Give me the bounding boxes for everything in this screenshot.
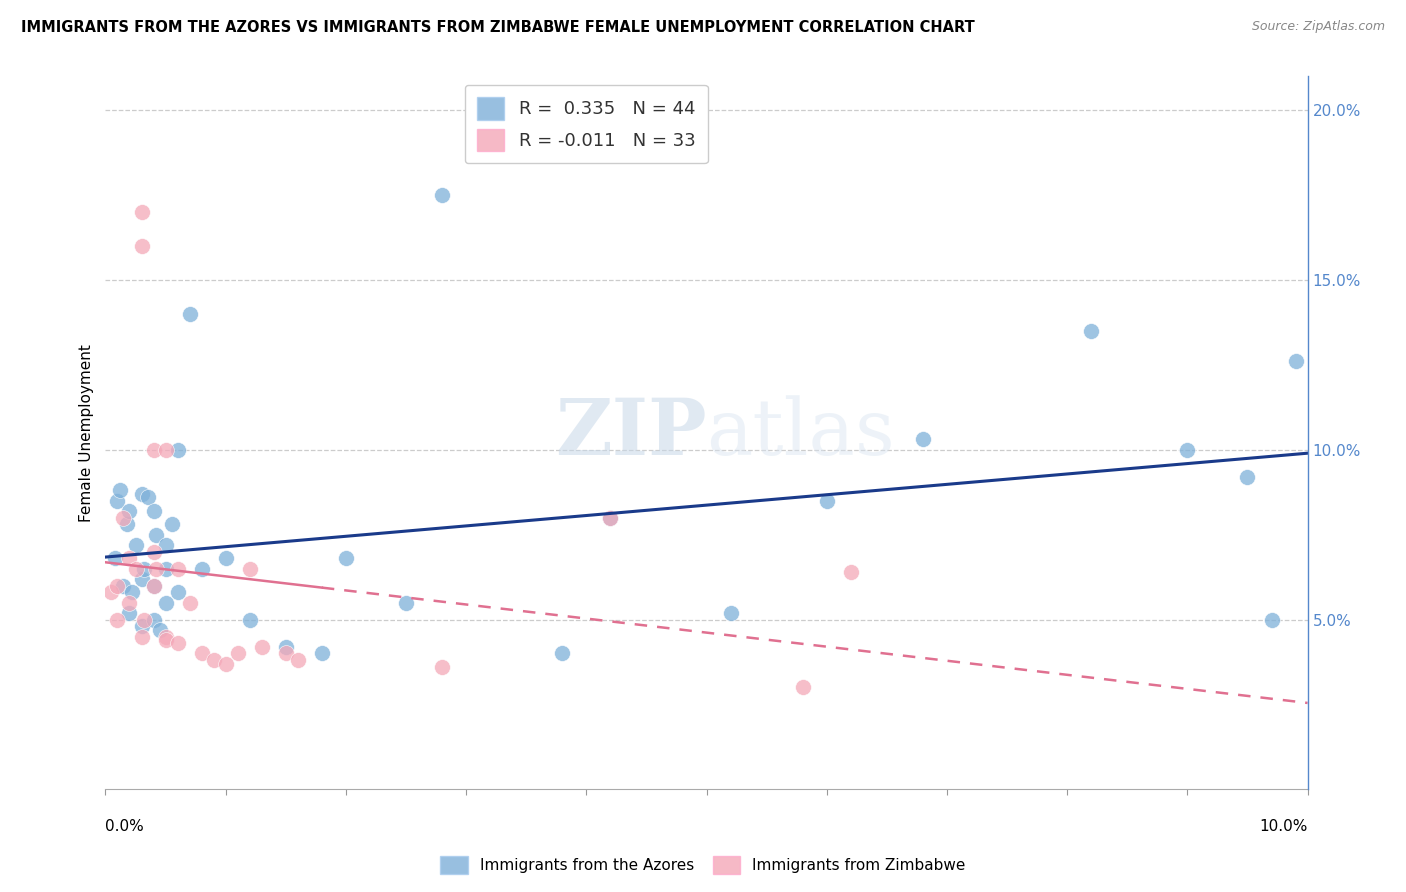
Point [599,510,621,524]
Point [395,595,418,609]
Point [239,561,262,575]
Point [131,630,153,644]
Point [190,561,212,575]
Point [214,657,236,671]
Point [179,595,201,609]
Point [131,238,153,252]
Point [142,578,165,592]
Point [124,538,146,552]
Point [1080,324,1102,338]
Point [1284,354,1306,368]
Point [104,551,127,566]
Legend: R =  0.335   N = 44, R = -0.011   N = 33: R = 0.335 N = 44, R = -0.011 N = 33 [464,85,709,163]
Point [145,527,167,541]
Text: atlas: atlas [707,395,896,470]
Point [132,613,155,627]
Point [107,493,129,508]
Text: ZIP: ZIP [555,394,707,471]
Point [335,551,357,566]
Point [124,561,146,575]
Point [287,653,309,667]
Point [131,619,153,633]
Point [142,544,165,558]
Point [250,640,273,654]
Text: 10.0%: 10.0% [1260,820,1308,834]
Point [155,632,177,647]
Point [214,551,236,566]
Point [107,578,129,592]
Point [430,660,453,674]
Text: 0.0%: 0.0% [105,820,145,834]
Point [112,510,135,524]
Text: Source: ZipAtlas.com: Source: ZipAtlas.com [1251,20,1385,33]
Point [121,585,143,599]
Point [226,647,249,661]
Point [792,681,814,695]
Point [815,493,838,508]
Point [142,578,165,592]
Point [118,595,141,609]
Point [112,578,135,592]
Point [142,613,165,627]
Point [145,561,167,575]
Point [311,647,333,661]
Point [108,483,131,498]
Point [720,606,742,620]
Point [118,504,141,518]
Legend: Immigrants from the Azores, Immigrants from Zimbabwe: Immigrants from the Azores, Immigrants f… [434,850,972,880]
Text: IMMIGRANTS FROM THE AZORES VS IMMIGRANTS FROM ZIMBABWE FEMALE UNEMPLOYMENT CORRE: IMMIGRANTS FROM THE AZORES VS IMMIGRANTS… [21,20,974,35]
Point [839,565,862,579]
Point [136,490,159,504]
Point [155,561,177,575]
Point [1175,442,1198,457]
Point [166,585,188,599]
Point [1260,613,1282,627]
Point [131,487,153,501]
Point [166,561,188,575]
Point [202,653,225,667]
Point [118,606,141,620]
Point [118,551,141,566]
Point [160,517,183,532]
Point [274,647,297,661]
Point [911,433,934,447]
Point [155,630,177,644]
Point [131,204,153,219]
Point [148,623,170,637]
Point [1236,470,1258,484]
Point [239,613,262,627]
Point [166,636,188,650]
Point [142,504,165,518]
Point [155,442,177,457]
Point [155,538,177,552]
Point [115,517,138,532]
Point [551,647,574,661]
Point [274,640,297,654]
Point [132,561,155,575]
Point [430,187,453,202]
Point [107,613,129,627]
Y-axis label: Female Unemployment: Female Unemployment [79,343,94,522]
Point [190,647,212,661]
Point [166,442,188,457]
Point [142,442,165,457]
Point [179,307,201,321]
Point [599,510,621,524]
Point [155,595,177,609]
Point [100,585,122,599]
Point [131,572,153,586]
